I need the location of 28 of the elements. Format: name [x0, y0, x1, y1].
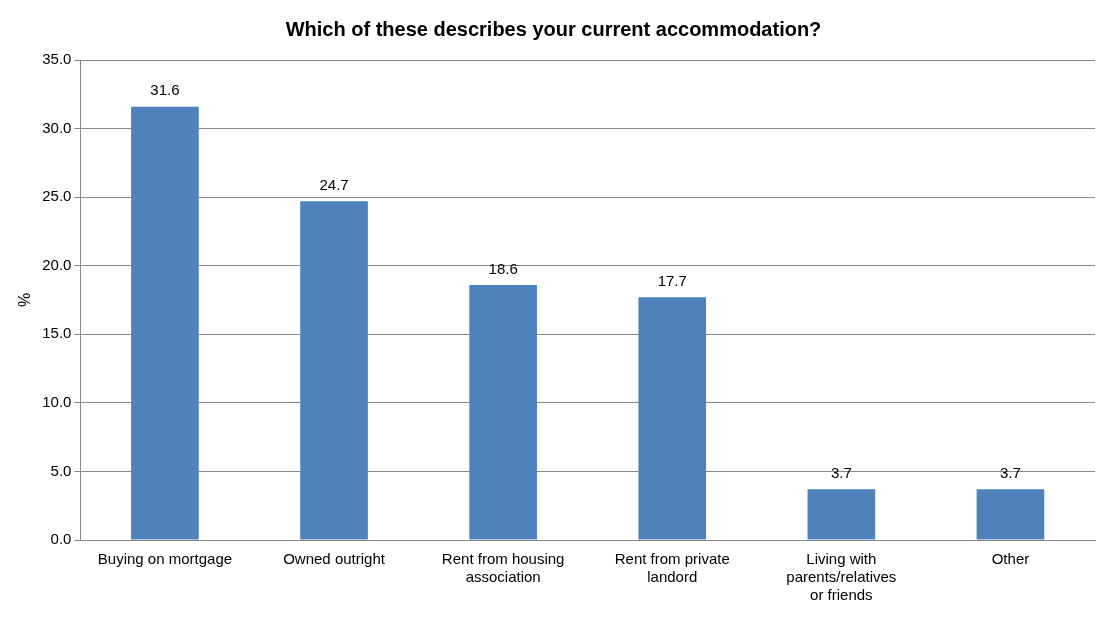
y-tick-label: 25.0 — [42, 187, 72, 205]
x-tick-label: Living with parents/relatives or friends — [786, 550, 897, 604]
x-tick-label: Other — [991, 550, 1030, 568]
data-label: 3.7 — [830, 463, 852, 481]
y-tick-label: 20.0 — [42, 255, 72, 273]
data-label: 3.7 — [1000, 463, 1021, 481]
bar — [638, 297, 707, 540]
x-tick-label: Owned outright — [283, 550, 386, 568]
x-tick-label: Rent from housing association — [441, 550, 565, 586]
x-tick-label: Buying on mortgage — [97, 550, 233, 568]
x-tick-label: Rent from private landord — [614, 550, 730, 586]
y-tick-label: 0.0 — [50, 530, 72, 548]
data-label: 31.6 — [150, 81, 180, 99]
y-axis-title: % — [16, 292, 34, 308]
y-tick-label: 15.0 — [42, 324, 72, 342]
bar — [976, 489, 1045, 540]
y-tick-label: 10.0 — [42, 393, 72, 410]
bar — [807, 489, 876, 540]
y-tick-label: 5.0 — [50, 461, 72, 479]
data-label: 24.7 — [319, 175, 349, 193]
chart-title: Which of these describes your current accommodation? — [285, 17, 822, 40]
y-tick-label: 35.0 — [42, 50, 72, 68]
bar — [469, 284, 537, 540]
bar — [131, 106, 199, 540]
bar — [300, 201, 368, 540]
y-tick-label: 30.0 — [42, 118, 72, 136]
data-label: 17.7 — [657, 271, 687, 289]
data-label: 18.6 — [488, 259, 518, 277]
